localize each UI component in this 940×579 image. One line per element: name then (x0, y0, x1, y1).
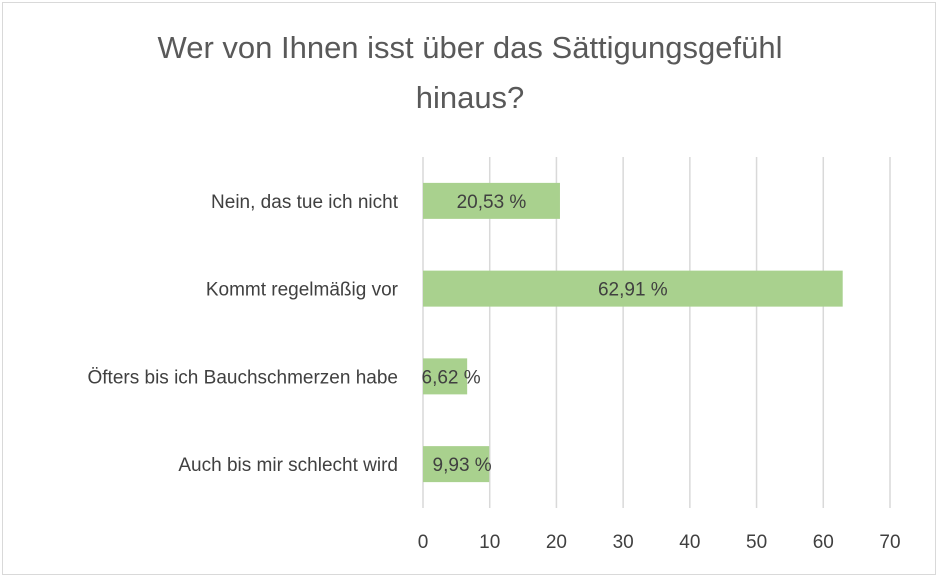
chart-title-line-1: Wer von Ihnen isst über das Sättigungsge… (157, 30, 783, 65)
bar (423, 446, 490, 483)
category-label: Nein, das tue ich nicht (211, 192, 399, 213)
x-tick-label: 50 (746, 532, 767, 553)
x-tick-label: 40 (679, 532, 700, 553)
x-tick-label: 30 (613, 532, 634, 553)
data-label: 9,93 % (433, 455, 492, 476)
bar (423, 358, 468, 395)
x-tick-label: 20 (546, 532, 567, 553)
x-tick-label: 60 (813, 532, 834, 553)
data-label: 6,62 % (422, 367, 481, 388)
category-label: Kommt regelmäßig vor (206, 280, 399, 301)
data-label: 62,91 % (598, 280, 668, 301)
bar (423, 182, 560, 219)
x-tick-label: 0 (418, 532, 429, 553)
x-tick-label: 10 (479, 532, 500, 553)
x-tick-label: 70 (879, 532, 900, 553)
category-label: Öfters bis ich Bauchschmerzen habe (88, 367, 399, 388)
data-label: 20,53 % (457, 192, 527, 213)
bar (423, 270, 843, 307)
category-label: Auch bis mir schlecht wird (178, 455, 398, 476)
chart-title-line-2: hinaus? (415, 80, 525, 115)
